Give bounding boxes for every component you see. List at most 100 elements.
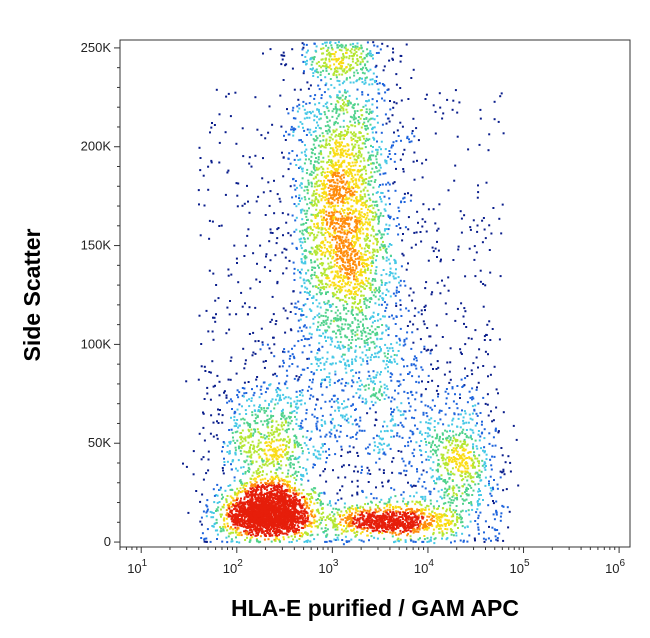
data-point <box>326 357 329 360</box>
data-point <box>335 117 338 120</box>
data-point <box>341 278 344 281</box>
data-point <box>251 487 254 490</box>
data-point <box>329 267 332 270</box>
data-point <box>307 494 310 497</box>
data-point <box>329 203 332 206</box>
data-point <box>354 230 357 233</box>
data-point <box>351 143 354 146</box>
data-point <box>264 514 267 516</box>
data-point <box>238 522 241 524</box>
data-point <box>269 228 272 231</box>
data-point <box>306 209 309 212</box>
data-point <box>248 515 251 517</box>
data-point <box>366 159 369 162</box>
data-point <box>264 521 267 524</box>
data-point <box>273 477 276 480</box>
data-point <box>388 262 391 265</box>
data-point <box>281 494 284 497</box>
data-point <box>385 251 388 254</box>
data-point <box>389 108 392 111</box>
data-point <box>247 525 250 528</box>
data-point <box>372 215 374 218</box>
data-point <box>218 489 221 491</box>
data-point <box>316 185 319 188</box>
data-point <box>234 446 237 449</box>
data-point <box>280 494 282 497</box>
data-point <box>364 298 367 301</box>
data-point <box>313 119 316 122</box>
data-point <box>335 168 338 170</box>
data-point <box>273 532 276 534</box>
data-point <box>324 315 327 318</box>
data-point <box>347 277 350 280</box>
data-point <box>290 521 292 524</box>
data-point <box>346 247 349 250</box>
data-point <box>271 530 274 533</box>
data-point <box>282 510 285 513</box>
data-point <box>277 509 280 512</box>
data-point <box>328 265 331 268</box>
data-point <box>366 189 369 192</box>
data-point <box>346 201 349 204</box>
data-point <box>351 195 354 198</box>
data-point <box>333 181 335 184</box>
data-point <box>342 149 345 152</box>
data-point <box>277 497 280 500</box>
data-point <box>320 381 323 384</box>
data-point <box>345 307 347 310</box>
data-point <box>257 493 260 496</box>
data-point <box>320 512 323 515</box>
data-point <box>357 307 359 310</box>
data-point <box>318 118 321 121</box>
data-point <box>359 195 362 198</box>
data-point <box>333 187 336 190</box>
data-point <box>328 245 331 248</box>
data-point <box>389 295 392 298</box>
data-point <box>336 189 339 191</box>
data-point <box>305 212 308 215</box>
data-point <box>337 250 340 253</box>
data-point <box>330 84 333 87</box>
data-point <box>324 303 327 305</box>
data-point <box>318 244 321 247</box>
data-point <box>283 490 286 493</box>
data-point <box>351 250 354 253</box>
data-point <box>298 501 301 504</box>
data-point <box>329 136 332 139</box>
data-point <box>277 519 280 521</box>
data-point <box>365 178 368 180</box>
data-point <box>342 346 345 349</box>
data-point <box>337 172 340 175</box>
data-point <box>297 493 300 496</box>
data-point <box>333 168 336 171</box>
data-point <box>319 71 322 74</box>
data-point <box>361 142 364 145</box>
data-point <box>216 494 219 497</box>
data-point <box>337 197 340 200</box>
data-point <box>248 526 251 529</box>
data-point <box>304 531 306 534</box>
data-point <box>239 518 242 520</box>
data-point <box>225 517 228 520</box>
data-point <box>325 115 328 118</box>
data-point <box>309 201 312 204</box>
data-point <box>230 526 233 529</box>
data-point <box>363 201 366 204</box>
data-point <box>293 493 296 496</box>
data-point <box>319 245 322 248</box>
data-point <box>262 191 265 194</box>
data-point <box>321 171 324 173</box>
data-point <box>261 503 264 506</box>
data-point <box>365 172 368 175</box>
data-point <box>275 523 278 526</box>
data-point <box>320 151 322 154</box>
data-point <box>337 194 340 196</box>
data-point <box>314 130 317 133</box>
data-point <box>365 111 368 114</box>
data-point <box>365 227 368 230</box>
data-point <box>303 117 306 120</box>
data-point <box>349 264 352 267</box>
data-point <box>300 521 303 524</box>
data-point <box>342 204 345 207</box>
data-point <box>312 192 315 195</box>
